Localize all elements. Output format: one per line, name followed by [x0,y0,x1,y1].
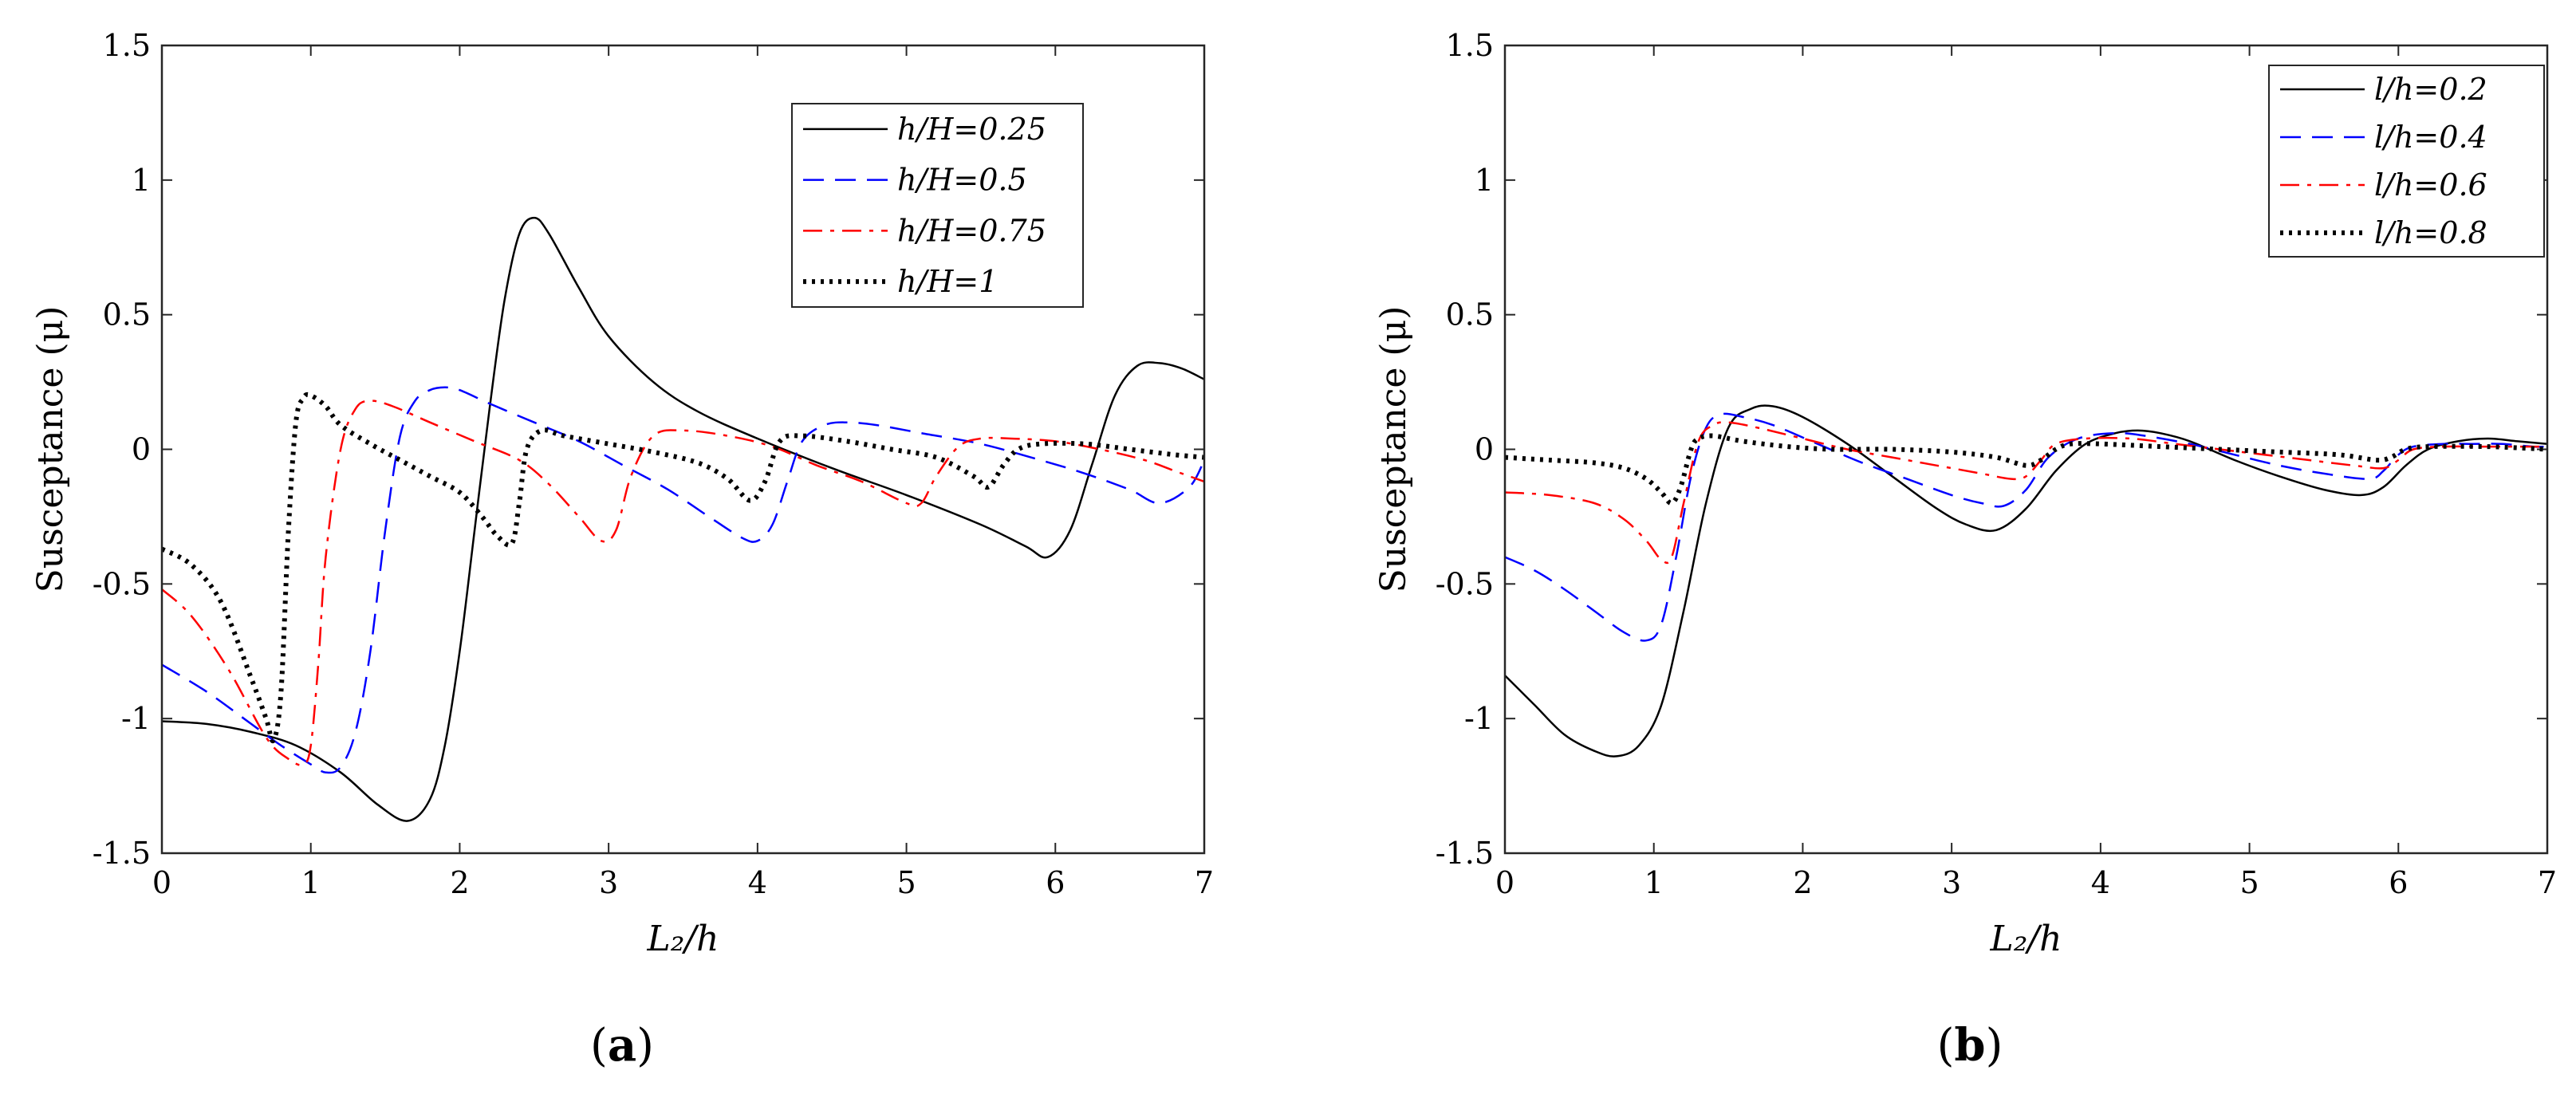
y-tick-label: -1 [121,701,151,736]
series-line-l-h-0-6 [1505,421,2547,565]
series-group [162,216,1204,822]
caption-part: ( [1937,1020,1955,1072]
caption-part: ) [1986,1020,2003,1072]
caption-part: b [1954,1019,1985,1072]
y-tick-label: 0.5 [103,297,151,333]
legend-entry: l/h=0.2 [2374,72,2487,107]
x-tick-label: 0 [1495,865,1514,900]
x-tick-label: 3 [1942,865,1961,900]
x-tick-label: 7 [2538,865,2557,900]
x-tick-label: 4 [748,865,767,900]
legend-entry: h/H=0.5 [897,163,1027,198]
y-axis-label: Susceptance (μ) [30,306,71,593]
panel-caption: (a) [590,1019,654,1072]
series-group [1505,404,2547,758]
x-tick-label: 6 [1046,865,1065,900]
x-tick-label: 1 [1644,865,1664,900]
chart-b: 0 1 2 3 4 5 6 7 -1.5 -1 -0.5 0 0.5 1 1.5 L₂/h Susceptanc… [1373,28,2557,1072]
series-line-l-h-0-8 [1505,433,2547,506]
y-tick-label: -1.5 [93,836,151,871]
x-axis-label: L₂/h [1989,919,2062,959]
y-tick-label: 0 [1475,432,1494,467]
x-tick-label: 6 [2389,865,2408,900]
series-line-l-h-0-2 [1505,404,2547,758]
y-tick-label: 0 [132,432,151,467]
chart-a: 0 1 2 3 4 5 6 7 -1.5 -1 -0.5 0 0.5 1 1.5 L₂/h Susceptanc… [30,28,1214,1072]
x-tick-label: 3 [599,865,618,900]
series-line-l-h-0-4 [1505,412,2547,642]
y-axis-label: Susceptance (μ) [1373,306,1414,593]
x-tick-label: 5 [2239,865,2259,900]
panel-caption: (b) [1937,1019,2003,1072]
x-tick-label: 0 [152,865,171,900]
caption-part: ) [636,1020,654,1072]
y-tick-label: -1 [1464,701,1494,736]
y-tick-label: 1 [132,163,151,198]
caption-part: a [608,1019,636,1072]
x-tick-label: 1 [301,865,321,900]
legend-entry: h/H=1 [897,264,998,299]
x-tick-label: 4 [2091,865,2110,900]
legend-entry: h/H=0.25 [897,112,1046,147]
y-tick-label: -0.5 [93,566,151,601]
y-tick-label: 1.5 [1446,28,1494,63]
x-tick-label: 2 [450,865,469,900]
y-tick-label: 1 [1475,163,1494,198]
y-tick-label: 0.5 [1446,297,1494,333]
series-line-h-h-0-25 [162,216,1204,822]
legend-box [2268,65,2545,258]
x-tick-label: 5 [896,865,916,900]
legend-box [791,103,1084,308]
y-tick-label: -1.5 [1436,836,1494,871]
x-tick-label: 2 [1793,865,1812,900]
legend-entry: l/h=0.8 [2374,215,2487,250]
x-tick-label: 7 [1195,865,1214,900]
legend-entry: l/h=0.4 [2374,120,2487,155]
y-tick-label: -0.5 [1436,566,1494,601]
y-tick-label: 1.5 [103,28,151,63]
axes-box [160,44,1206,855]
legend-entry: l/h=0.6 [2374,167,2487,203]
legend-entry: h/H=0.75 [897,213,1046,248]
axes-box [1503,44,2549,855]
series-line-h-h-0-75 [162,399,1204,766]
x-axis-label: L₂/h [646,919,719,959]
caption-part: ( [590,1020,608,1072]
